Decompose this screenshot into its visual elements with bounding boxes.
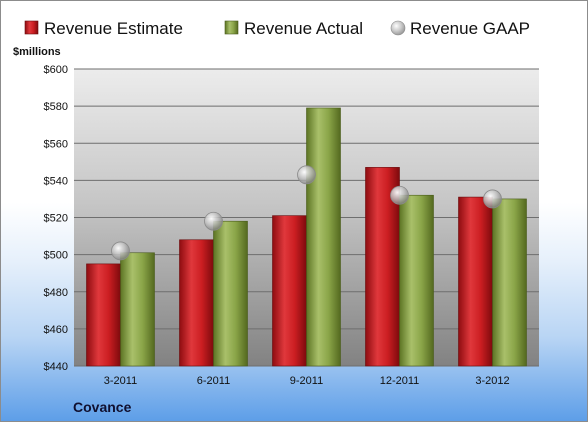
point-revenue-gaap bbox=[297, 165, 316, 185]
point-revenue-gaap bbox=[204, 211, 223, 231]
legend-label: Revenue Actual bbox=[244, 19, 363, 38]
legend-swatch bbox=[24, 20, 39, 35]
y-tick-label: $580 bbox=[44, 101, 68, 113]
y-tick-label: $500 bbox=[44, 250, 68, 262]
bar-revenue-estimate bbox=[179, 239, 214, 367]
legend-label: Revenue GAAP bbox=[410, 19, 530, 38]
company-name: Covance bbox=[73, 399, 132, 415]
bar-revenue-actual bbox=[306, 107, 341, 367]
bar-revenue-estimate bbox=[86, 263, 121, 367]
y-tick-label: $560 bbox=[44, 138, 68, 150]
legend-swatch bbox=[390, 20, 406, 36]
bar-revenue-estimate bbox=[272, 215, 307, 367]
legend-revenue-gaap: Revenue GAAP bbox=[390, 19, 530, 38]
x-tick-label: 3-2011 bbox=[104, 375, 137, 387]
point-revenue-gaap bbox=[111, 241, 130, 261]
x-tick-label: 9-2011 bbox=[290, 375, 323, 387]
point-revenue-gaap bbox=[483, 189, 502, 209]
legend-revenue-actual: Revenue Actual bbox=[224, 19, 363, 38]
point-revenue-gaap bbox=[390, 185, 409, 205]
y-tick-label: $600 bbox=[44, 64, 68, 76]
y-tick-label: $520 bbox=[44, 213, 68, 225]
x-tick-label: 12-2011 bbox=[380, 375, 420, 387]
legend-revenue-estimate: Revenue Estimate bbox=[24, 19, 183, 38]
bar-revenue-actual bbox=[399, 194, 434, 367]
x-tick-label: 6-2011 bbox=[197, 375, 230, 387]
bar-revenue-actual bbox=[492, 198, 527, 367]
bar-revenue-actual bbox=[120, 252, 155, 367]
legend-label: Revenue Estimate bbox=[44, 19, 183, 38]
y-axis-label: $millions bbox=[13, 46, 61, 58]
legend-swatch bbox=[224, 20, 239, 35]
bar-revenue-actual bbox=[213, 220, 248, 367]
y-tick-label: $440 bbox=[44, 361, 68, 373]
y-tick-label: $460 bbox=[44, 324, 68, 336]
y-tick-label: $480 bbox=[44, 287, 68, 299]
y-tick-label: $540 bbox=[44, 175, 68, 187]
bar-revenue-estimate bbox=[458, 196, 493, 367]
x-tick-label: 3-2012 bbox=[475, 375, 509, 387]
